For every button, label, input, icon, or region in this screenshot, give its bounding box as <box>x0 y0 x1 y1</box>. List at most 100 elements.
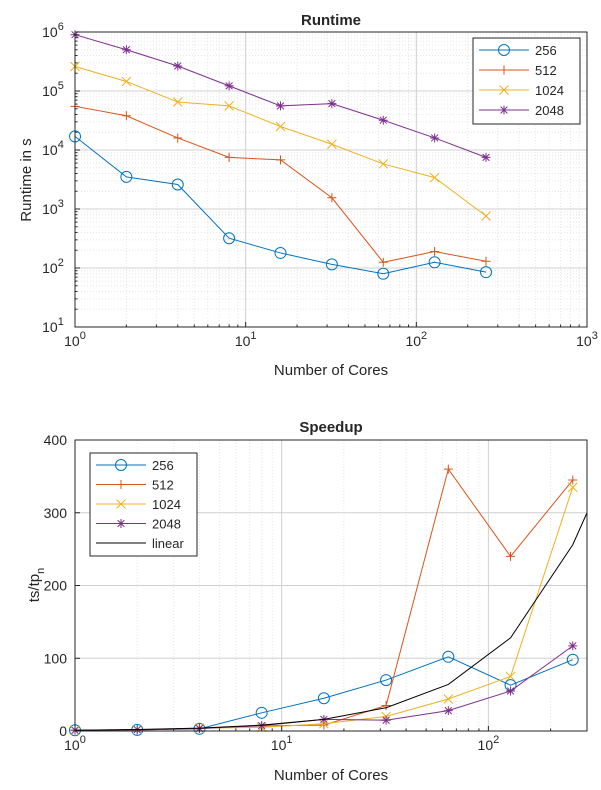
runtime-y-tick-label: 101 <box>42 316 64 335</box>
speedup-x-tick-label-base: 10 <box>478 737 494 753</box>
speedup-y-tick-label: 200 <box>44 578 68 594</box>
runtime-series-512-point <box>430 247 440 257</box>
runtime-series-256-point <box>480 266 493 279</box>
runtime-series-1024-point <box>121 76 132 87</box>
speedup-x-tick-label-base: 10 <box>64 737 80 753</box>
runtime-legend-marker-512 <box>499 65 509 75</box>
speedup-series-256-point <box>566 653 579 666</box>
runtime-series-1024-point <box>429 172 440 183</box>
runtime-series-256 <box>69 130 493 280</box>
runtime-y-tick-label-exponent: 6 <box>58 21 64 33</box>
speedup-x-tick-label-exponent: 1 <box>286 734 292 746</box>
speedup-series-2048-point <box>443 706 453 716</box>
speedup-legend-marker-512 <box>116 480 126 489</box>
runtime-y-tick-label: 104 <box>42 139 64 158</box>
speedup-legend-label-1024: 1024 <box>152 497 181 512</box>
runtime-y-tick-label-base: 10 <box>42 201 58 217</box>
speedup-legend-label-2048: 2048 <box>152 517 181 532</box>
runtime-x-tick-label-exponent: 3 <box>592 330 598 342</box>
runtime-y-tick-label-exponent: 4 <box>58 139 64 151</box>
runtime-axes-box <box>74 31 588 328</box>
runtime-series-1024-point <box>481 211 491 221</box>
runtime-legend-label-512: 512 <box>535 63 557 78</box>
speedup-series-linear <box>74 512 588 731</box>
runtime-y-tick-label-base: 10 <box>42 83 58 99</box>
runtime-x-tick-label: 101 <box>235 330 257 349</box>
runtime-series-256-point <box>274 246 287 259</box>
runtime-legend: 256 512 1024 2048 <box>472 37 581 125</box>
runtime-x-tick-label: 102 <box>405 330 427 349</box>
runtime-series-256-line <box>74 136 487 275</box>
runtime-x-tick-label-exponent: 0 <box>80 330 86 342</box>
runtime-series-512 <box>70 101 491 267</box>
runtime-series-2048-point <box>224 81 234 91</box>
runtime-x-tick-label-base: 10 <box>64 333 80 349</box>
speedup-series-512-point <box>506 551 516 561</box>
speedup-series-1024-point <box>505 671 516 682</box>
runtime-series-1024-point <box>172 97 183 107</box>
speedup-y-tick-label: 100 <box>44 650 68 666</box>
runtime-y-tick-label-base: 10 <box>42 24 58 40</box>
speedup-series-256-point <box>442 650 455 663</box>
runtime-x-tick-label: 100 <box>64 330 86 349</box>
runtime-y-tick-label-base: 10 <box>42 260 58 276</box>
runtime-x-tick-label-exponent: 2 <box>421 330 427 342</box>
runtime-series-256-point <box>171 178 184 191</box>
runtime-x-tick-label-base: 10 <box>235 333 251 349</box>
speedup-series-1024-point <box>443 694 454 704</box>
runtime-y-tick-label-exponent: 3 <box>58 198 64 210</box>
runtime-series-256-point <box>377 267 390 280</box>
runtime-legend-label-256: 256 <box>535 43 557 58</box>
speedup-series-256-point <box>380 674 393 687</box>
runtime-legend-label-2048: 2048 <box>535 103 564 118</box>
runtime-series-2048-point <box>378 115 388 125</box>
speedup-series-256-point <box>255 706 268 719</box>
runtime-x-tick-label-base: 10 <box>405 333 421 349</box>
speedup-legend-label-512: 512 <box>152 478 174 493</box>
runtime-series-2048-point <box>121 45 131 55</box>
runtime-series-512-point <box>173 133 183 143</box>
runtime-y-tick-label: 103 <box>42 198 64 217</box>
runtime-y-tick-label-exponent: 5 <box>58 80 64 92</box>
runtime-x-tick-label-base: 10 <box>576 333 592 349</box>
speedup-y-tick-label: 400 <box>44 432 68 448</box>
speedup-x-tick-label: 100 <box>64 734 86 753</box>
runtime-series-256-point <box>325 258 338 271</box>
speedup-legend-marker-1024 <box>116 499 126 509</box>
speedup-series-1024-point <box>567 482 578 493</box>
runtime-y-tick-label-base: 10 <box>42 319 58 335</box>
speedup-series-512-point <box>381 701 391 711</box>
runtime-legend-box <box>472 37 581 125</box>
speedup-series-linear-line <box>74 512 588 731</box>
runtime-series-2048-point <box>481 152 491 162</box>
runtime-series-2048-point <box>327 99 337 109</box>
speedup-legend-label-256: 256 <box>152 458 174 473</box>
speedup-title: Speedup <box>299 419 362 436</box>
runtime-series-512-point <box>327 193 337 203</box>
speedup-y-axis-label-sub: n <box>35 568 47 574</box>
speedup-legend-marker-256 <box>115 459 127 471</box>
runtime-series-2048-point <box>430 133 440 143</box>
speedup-series-512-point <box>443 464 453 474</box>
speedup-x-tick-label-base: 10 <box>271 737 287 753</box>
runtime-y-tick-label-exponent: 2 <box>58 257 64 269</box>
runtime-series-1024-point <box>275 121 286 132</box>
speedup-series-512-point <box>568 475 578 485</box>
runtime-series-512-point <box>224 152 234 162</box>
speedup-series-2048-point <box>568 641 578 651</box>
speedup-x-tick-label: 102 <box>478 734 500 753</box>
speedup-x-tick-label: 101 <box>271 734 293 753</box>
speedup-y-tick-label: 0 <box>59 723 67 739</box>
speedup-x-tick-label-exponent: 2 <box>493 734 499 746</box>
speedup-x-axis-label: Number of Cores <box>274 767 388 784</box>
runtime-y-axis-label: Runtime in s <box>18 138 35 221</box>
runtime-series-2048-point <box>276 101 286 111</box>
runtime-y-tick-label-base: 10 <box>42 142 58 158</box>
speedup-x-tick-label-exponent: 0 <box>80 734 86 746</box>
runtime-legend-marker-1024 <box>499 85 509 95</box>
